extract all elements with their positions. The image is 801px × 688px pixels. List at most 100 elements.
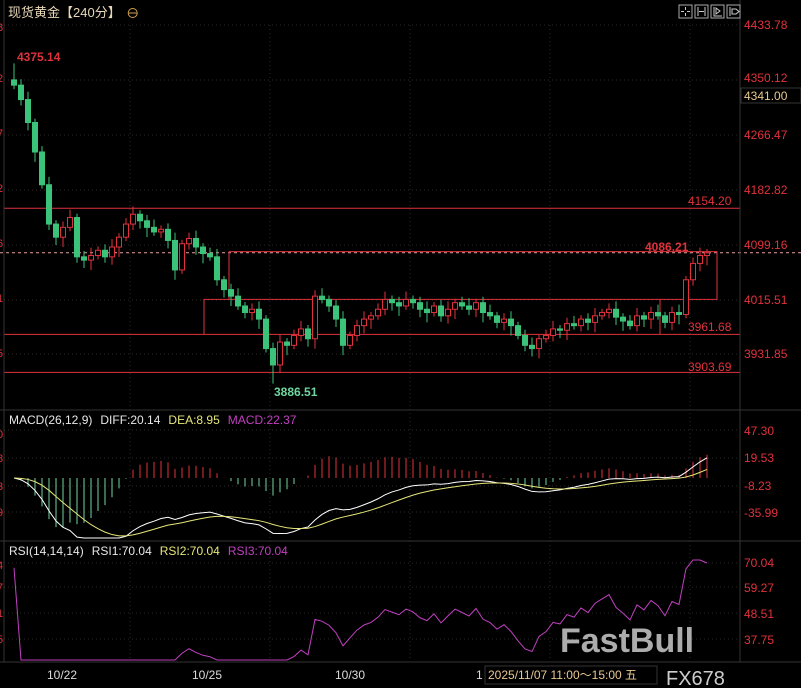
candle-up xyxy=(564,323,570,331)
candle-up xyxy=(704,252,710,257)
candle-up xyxy=(123,223,129,238)
y-tick: 4266.47 xyxy=(744,128,788,142)
left-tick: 7 xyxy=(0,582,3,594)
candle-down xyxy=(53,223,59,238)
chart-title[interactable]: 现货黄金【240分】 xyxy=(8,5,121,20)
candle-down xyxy=(662,315,668,323)
candle-down xyxy=(326,298,332,307)
fit-range-icon[interactable] xyxy=(694,4,709,19)
candle-down xyxy=(228,289,234,297)
candle-down xyxy=(270,348,276,366)
candle-down xyxy=(172,239,178,271)
play-step-icon[interactable] xyxy=(710,4,725,19)
circle-minus-icon[interactable] xyxy=(127,8,138,18)
y-tick: 48.51 xyxy=(744,607,774,621)
candle-down xyxy=(256,308,262,320)
candles xyxy=(11,63,710,384)
candle-down xyxy=(25,99,31,123)
candle-down xyxy=(74,217,80,258)
left-tick: 5 xyxy=(0,348,3,360)
candle-up xyxy=(312,295,318,340)
rsi-legend: RSI(14,14,14) RSI1:70.04 RSI2:70.04 RSI3… xyxy=(9,544,288,558)
x-axis: 10/22 10/25 10/30 1 2025/11/07 11:00～15:… xyxy=(47,665,658,685)
macd-panel xyxy=(13,454,708,539)
low-annotation: 3886.51 xyxy=(274,385,318,399)
candle-down xyxy=(438,305,444,317)
y-tick: 47.30 xyxy=(744,424,774,438)
candle-up xyxy=(382,298,388,310)
candle-up xyxy=(130,213,136,225)
axes xyxy=(0,0,801,663)
left-tick: 6 xyxy=(0,238,3,250)
cursor-prefix: 1 xyxy=(476,668,483,682)
candle-down xyxy=(144,220,150,228)
candle-down xyxy=(39,151,45,186)
candle-down xyxy=(585,318,591,323)
candle-up xyxy=(648,312,654,320)
x-tick: 10/30 xyxy=(335,668,365,682)
candle-up xyxy=(361,318,367,327)
candle-up xyxy=(88,255,94,261)
candle-up xyxy=(179,243,185,271)
crosshair-icon[interactable] xyxy=(678,4,693,19)
left-tick: 0 xyxy=(0,429,3,441)
high-annotation: 4375.14 xyxy=(17,50,61,64)
macd-title: MACD(26,12,9) xyxy=(9,413,92,427)
candle-down xyxy=(676,312,682,316)
candle-up xyxy=(298,328,304,336)
candle-up xyxy=(697,255,703,264)
candle-up xyxy=(368,315,374,320)
macd-legend: MACD(26,12,9) DIFF:20.14 DEA:8.95 MACD:2… xyxy=(9,413,297,427)
rsi-line xyxy=(13,559,708,661)
last-annotation: 4086.21 xyxy=(645,240,689,254)
candle-down xyxy=(151,226,157,233)
candle-down xyxy=(81,256,87,261)
level-3961: 3961.68 xyxy=(688,320,732,334)
candle-up xyxy=(116,236,122,248)
grid xyxy=(0,24,740,660)
candle-down xyxy=(165,228,171,241)
y-tick: 19.53 xyxy=(744,451,774,465)
current-price-label: 4341.00 xyxy=(744,89,788,103)
candle-down xyxy=(102,249,108,258)
cursor-time: 2025/11/07 11:00～15:00 五 xyxy=(488,668,637,682)
candle-down xyxy=(515,325,521,336)
candle-up xyxy=(536,338,542,350)
candle-down xyxy=(18,84,24,101)
macd-value: MACD:22.37 xyxy=(228,413,297,427)
candle-up xyxy=(473,302,479,310)
candle-down xyxy=(263,318,269,350)
candle-down xyxy=(655,312,661,317)
jump-end-icon[interactable] xyxy=(726,4,741,19)
y-tick: 3931.85 xyxy=(744,347,788,361)
candle-down xyxy=(529,344,535,350)
candle-down xyxy=(508,318,514,327)
candle-up xyxy=(550,328,556,336)
candle-down xyxy=(137,213,143,222)
y-tick: 4433.78 xyxy=(744,18,788,32)
candle-down xyxy=(340,318,346,346)
rsi-panel xyxy=(13,559,708,661)
candle-up xyxy=(683,279,689,316)
cursor-time-box xyxy=(484,665,658,685)
candle-up xyxy=(403,298,409,307)
candle-down xyxy=(557,328,563,331)
left-tick: 2 xyxy=(0,183,3,195)
candle-down xyxy=(627,320,633,327)
left-axis-partial: 8 2 7 2 6 1 5 0 8 3 9 4 7 1 5 xyxy=(0,22,3,646)
candle-up xyxy=(452,302,458,310)
rsi2-value: RSI2:70.04 xyxy=(160,544,220,558)
toolbar xyxy=(678,4,741,19)
candle-down xyxy=(284,341,290,346)
x-tick: 10/25 xyxy=(192,668,222,682)
left-tick: 3 xyxy=(0,481,3,493)
candle-up xyxy=(375,308,381,317)
macd-dea: DEA:8.95 xyxy=(168,413,220,427)
watermark-code: FX678 xyxy=(666,668,725,688)
candle-up xyxy=(445,308,451,317)
candle-down xyxy=(305,328,311,340)
level-3903: 3903.69 xyxy=(688,360,732,374)
range-box xyxy=(203,251,718,335)
candle-up xyxy=(67,217,73,228)
